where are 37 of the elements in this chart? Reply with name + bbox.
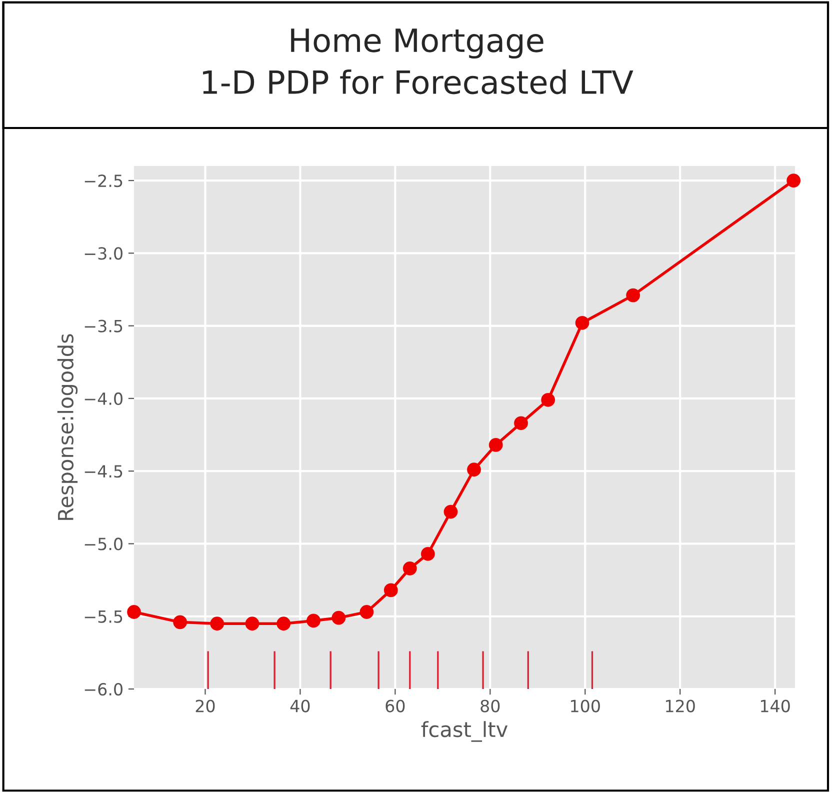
- x-tick-label: 120: [666, 700, 695, 712]
- y-tick-label: −3.5: [84, 320, 122, 332]
- y-tick-label: −6.0: [84, 682, 122, 696]
- point: [306, 614, 320, 628]
- y-tick-label: −3.0: [84, 247, 122, 260]
- point: [173, 615, 188, 630]
- point: [332, 610, 346, 625]
- point: [786, 174, 801, 188]
- x-tick-label: 140: [760, 700, 790, 712]
- y-tick-label: −2.5: [84, 174, 122, 188]
- chart-title: Home Mortgage 1-D PDP for Forecasted LTV: [203, 28, 634, 94]
- x-tick-label: 80: [480, 700, 500, 712]
- point: [488, 438, 503, 452]
- point: [276, 616, 291, 631]
- point: [360, 605, 374, 619]
- point: [575, 316, 590, 330]
- y-tick-label: −5.5: [84, 610, 122, 623]
- y-tick-label: −4.0: [84, 392, 122, 406]
- point: [245, 616, 260, 631]
- point: [514, 416, 528, 430]
- x-axis-title: fcast_ltv: [421, 721, 508, 742]
- y-tick-label: −4.5: [84, 465, 122, 478]
- point: [541, 392, 556, 407]
- point: [467, 462, 481, 477]
- point: [420, 546, 435, 561]
- point: [402, 561, 417, 576]
- point: [444, 504, 458, 519]
- x-tick-label: 20: [196, 700, 215, 712]
- x-tick-label: 100: [571, 700, 600, 712]
- y-tick-label: −5.0: [84, 538, 122, 550]
- x-tick-label: 40: [290, 700, 310, 712]
- x-tick-label: 60: [386, 700, 405, 712]
- y-axis-title: Response:logodds: [57, 334, 78, 520]
- point: [127, 605, 141, 619]
- point: [626, 288, 640, 302]
- point: [210, 616, 224, 631]
- point: [384, 583, 398, 598]
